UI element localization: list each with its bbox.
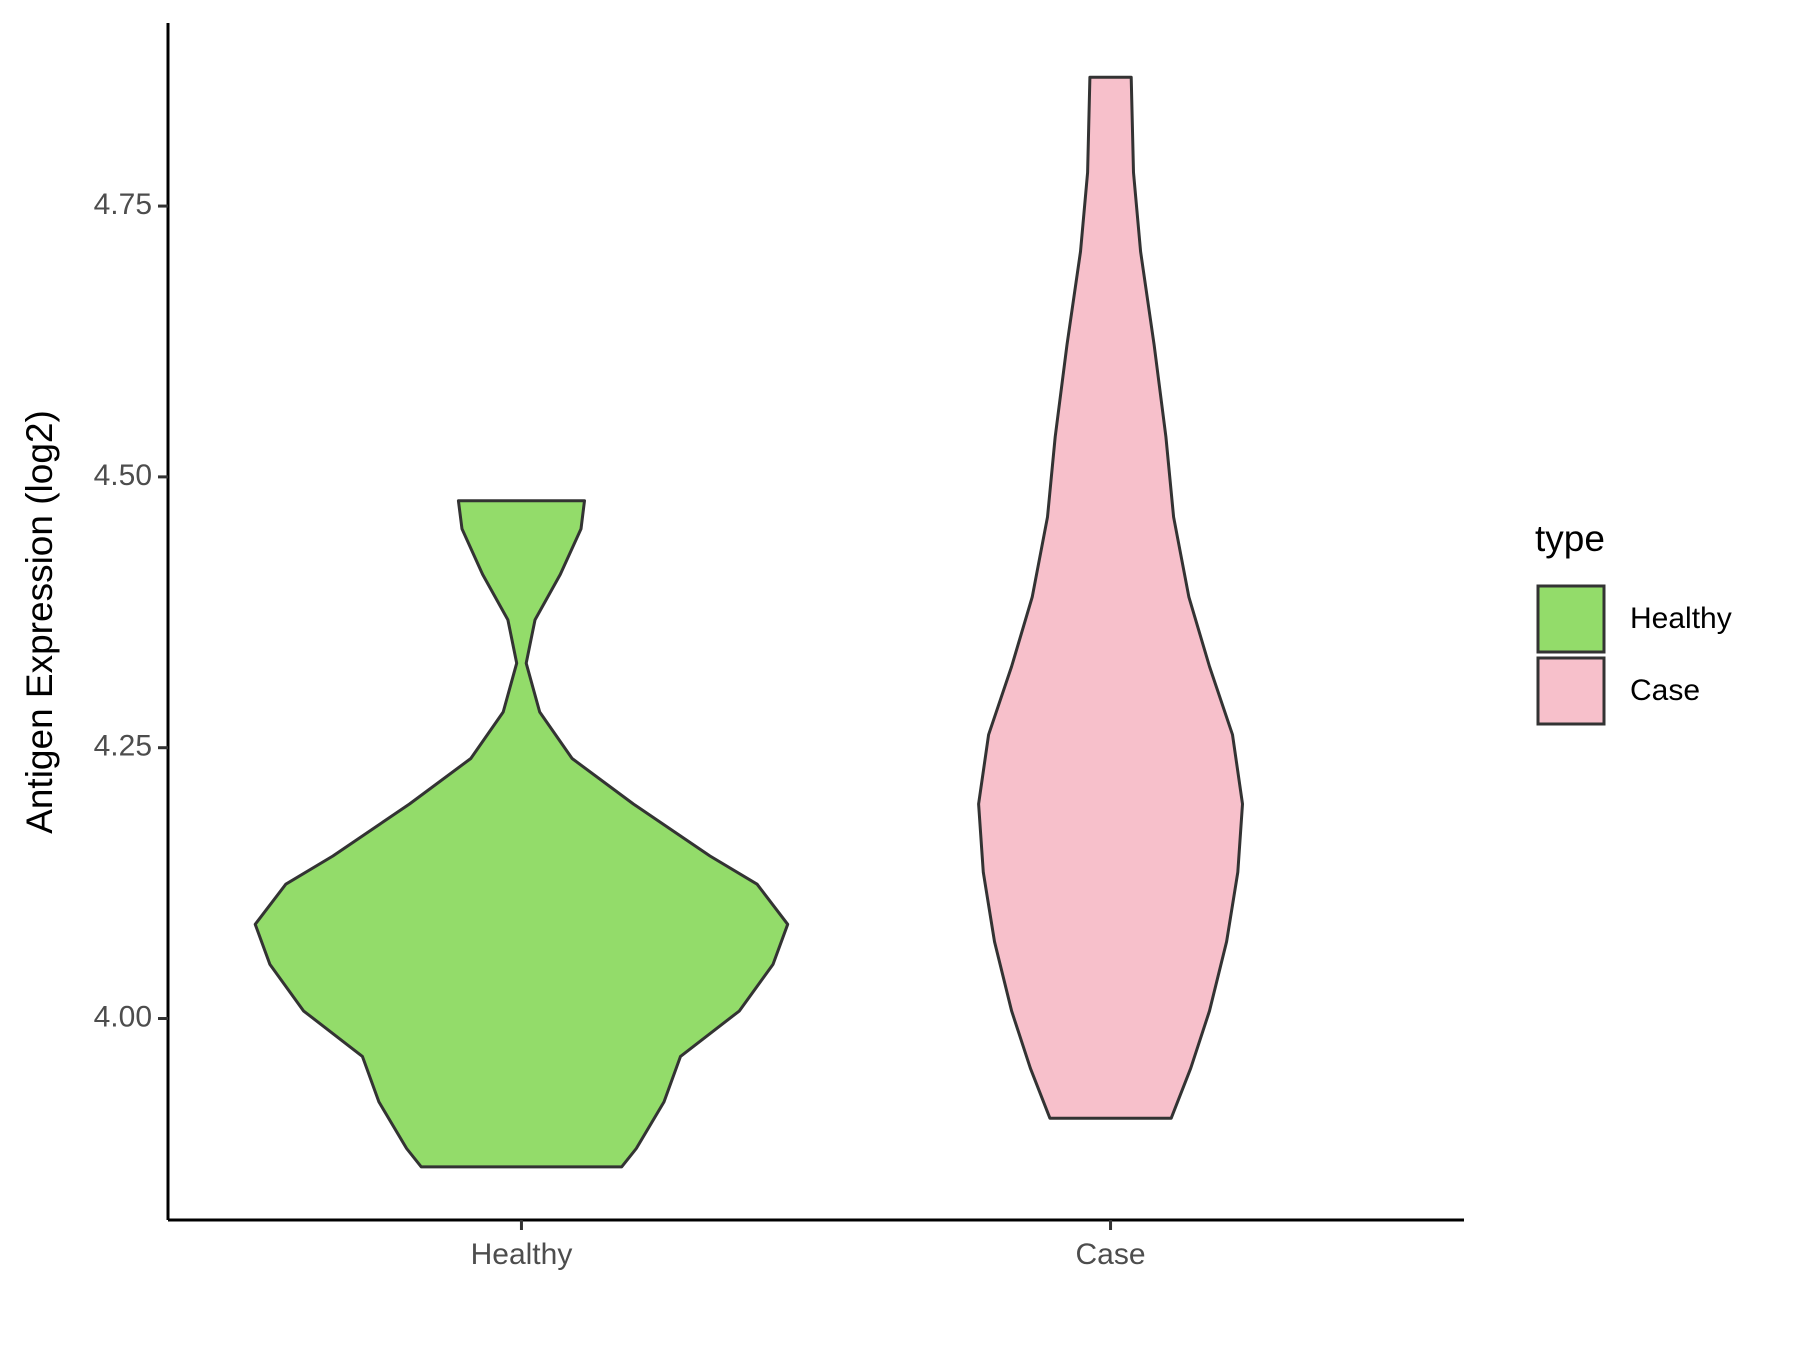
y-tick-label: 4.25: [94, 730, 152, 763]
y-axis-label: Antigen Expression (log2): [19, 410, 60, 834]
legend-label: Case: [1630, 674, 1700, 707]
violin: [253, 499, 790, 1169]
y-tick-label: 4.50: [94, 459, 152, 492]
y-tick-label: 4.75: [94, 188, 152, 221]
x-tick-label: Healthy: [471, 1238, 573, 1271]
legend-label: Healthy: [1630, 602, 1732, 635]
legend-swatch: [1536, 656, 1606, 726]
x-tick-label: Case: [1076, 1238, 1146, 1271]
legend-title: type: [1535, 518, 1605, 559]
legend-swatch: [1536, 584, 1606, 654]
violin: [977, 75, 1244, 1120]
y-tick-label: 4.00: [94, 1000, 152, 1033]
